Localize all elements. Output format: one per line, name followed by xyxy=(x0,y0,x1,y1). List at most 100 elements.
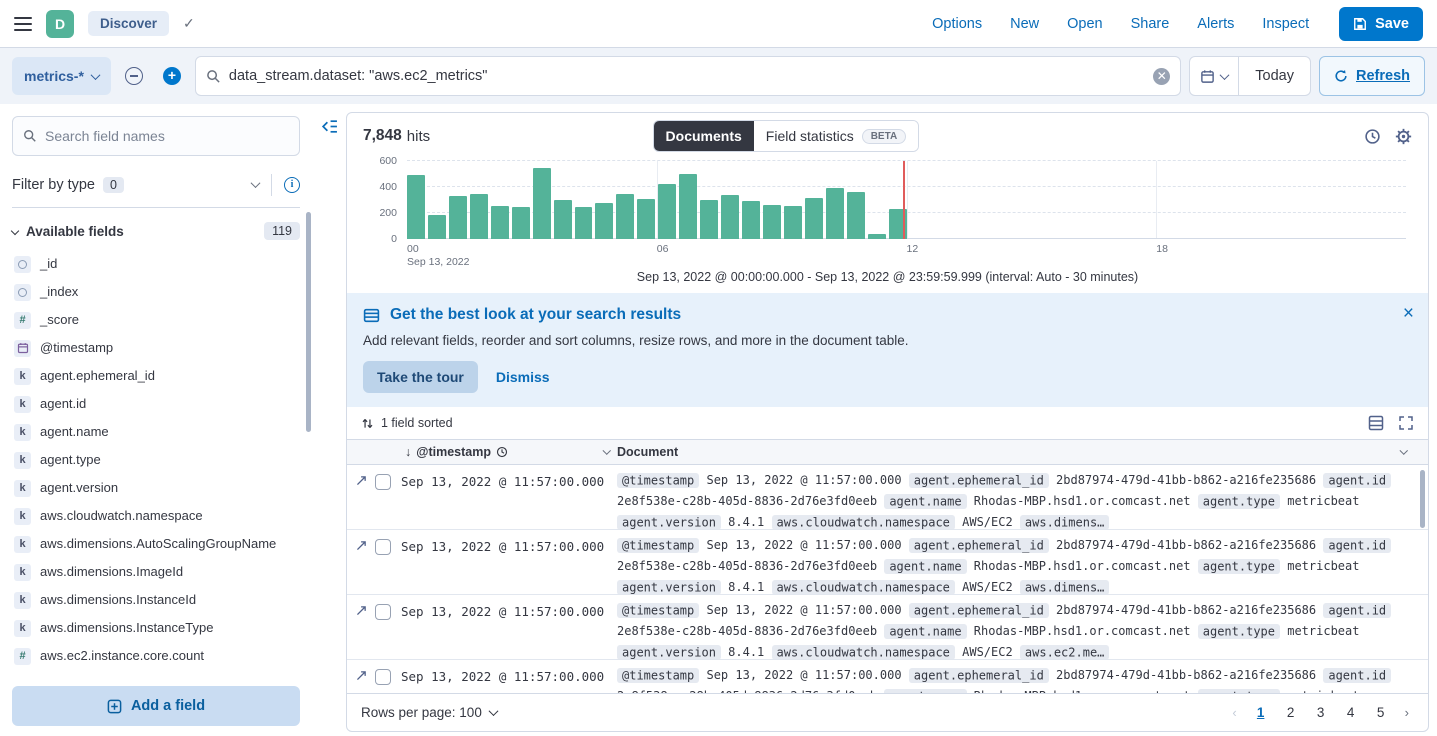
histogram-bar[interactable] xyxy=(762,204,781,239)
breadcrumb[interactable]: Discover xyxy=(88,11,170,36)
save-button[interactable]: Save xyxy=(1339,6,1423,41)
expand-row-icon[interactable] xyxy=(355,669,368,682)
histogram-bar[interactable] xyxy=(867,233,886,239)
menu-icon[interactable] xyxy=(14,16,32,31)
field-list-item[interactable]: @timestamp xyxy=(12,334,300,362)
row-checkbox[interactable] xyxy=(375,669,391,685)
nav-link-share[interactable]: Share xyxy=(1130,15,1170,32)
histogram-bar[interactable] xyxy=(742,201,760,239)
nav-link-alerts[interactable]: Alerts xyxy=(1197,15,1235,32)
chevron-down-icon[interactable] xyxy=(602,446,611,455)
expand-row-icon[interactable] xyxy=(355,539,368,552)
add-filter-button[interactable]: + xyxy=(157,61,187,91)
field-list-item[interactable]: _index xyxy=(12,278,300,306)
refresh-icon xyxy=(1335,70,1347,82)
field-list-item[interactable]: k agent.ephemeral_id xyxy=(12,362,300,390)
field-list-item[interactable]: k agent.id xyxy=(12,390,300,418)
field-list-item[interactable]: _id xyxy=(12,250,300,278)
row-checkbox[interactable] xyxy=(375,539,391,555)
fullscreen-icon[interactable] xyxy=(1398,415,1414,431)
saved-query-menu-button[interactable] xyxy=(119,61,149,91)
histogram-bar[interactable] xyxy=(804,198,823,239)
histogram-bar[interactable] xyxy=(448,196,467,239)
page-button-5[interactable]: 5 xyxy=(1368,700,1394,726)
tab-documents[interactable]: Documents xyxy=(653,121,754,151)
histogram-bar[interactable] xyxy=(427,214,446,239)
field-search-input[interactable] xyxy=(45,128,289,144)
close-icon[interactable]: × xyxy=(1402,303,1414,324)
space-avatar[interactable]: D xyxy=(46,9,74,38)
expand-row-icon[interactable] xyxy=(355,604,368,617)
nav-link-open[interactable]: Open xyxy=(1067,15,1103,32)
histogram-bar[interactable] xyxy=(595,202,614,239)
tab-field-statistics[interactable]: Field statistics BETA xyxy=(753,121,919,151)
histogram-bar[interactable] xyxy=(490,205,509,239)
calendar-dropdown[interactable] xyxy=(1190,57,1240,95)
collapse-sidebar-icon[interactable] xyxy=(321,118,338,135)
take-tour-button[interactable]: Take the tour xyxy=(363,361,478,393)
nav-link-options[interactable]: Options xyxy=(932,15,983,32)
field-list-item[interactable]: k agent.type xyxy=(12,446,300,474)
histogram-bar[interactable] xyxy=(825,188,844,239)
clear-query-icon[interactable]: ✕ xyxy=(1153,67,1171,85)
histogram-bar[interactable] xyxy=(616,194,635,239)
histogram-bar[interactable] xyxy=(574,207,593,239)
sorted-fields-label[interactable]: 1 field sorted xyxy=(381,416,453,430)
histogram-bar[interactable] xyxy=(532,167,551,239)
histogram-bar[interactable] xyxy=(888,209,907,239)
y-axis: 0 200 400 600 xyxy=(363,155,403,245)
field-list-item[interactable]: # aws.ec2.instance.core.count xyxy=(12,642,300,670)
nav-link-inspect[interactable]: Inspect xyxy=(1262,15,1310,32)
expand-row-icon[interactable] xyxy=(355,474,368,487)
field-list-item[interactable]: k agent.name xyxy=(12,418,300,446)
x-tick-label: 06 xyxy=(656,243,669,255)
header-document-column[interactable]: Document xyxy=(613,445,1410,459)
date-range-label[interactable]: Today xyxy=(1255,68,1294,84)
field-list-item[interactable]: k aws.dimensions.AutoScalingGroupName xyxy=(12,530,300,558)
histogram-bar[interactable] xyxy=(700,200,719,239)
refresh-button[interactable]: Refresh xyxy=(1319,56,1425,96)
field-list-item[interactable]: k aws.cloudwatch.namespace xyxy=(12,502,300,530)
page-button-4[interactable]: 4 xyxy=(1338,700,1364,726)
gear-icon[interactable] xyxy=(1395,128,1412,145)
add-field-button[interactable]: Add a field xyxy=(12,686,300,726)
histogram-bar[interactable] xyxy=(637,198,656,239)
field-list-item[interactable]: k aws.dimensions.InstanceId xyxy=(12,586,300,614)
next-page-icon[interactable]: › xyxy=(1400,705,1414,720)
header-timestamp-column[interactable]: ↓ @timestamp xyxy=(401,445,613,459)
histogram-bar[interactable] xyxy=(679,174,698,239)
row-checkbox[interactable] xyxy=(375,604,391,620)
sidebar-scrollbar[interactable] xyxy=(306,212,311,432)
field-list-item[interactable]: # _score xyxy=(12,306,300,334)
query-input[interactable] xyxy=(228,68,1146,84)
histogram-bar[interactable] xyxy=(469,193,488,239)
chevron-down-icon[interactable] xyxy=(1399,446,1408,455)
tab-documents-label: Documents xyxy=(665,128,742,144)
row-checkbox[interactable] xyxy=(375,474,391,490)
histogram-bar[interactable] xyxy=(721,194,739,239)
filter-by-type[interactable]: Filter by type 0 i xyxy=(12,162,300,208)
histogram-bar[interactable] xyxy=(846,191,865,239)
field-list-item[interactable]: k agent.version xyxy=(12,474,300,502)
dismiss-button[interactable]: Dismiss xyxy=(495,369,550,385)
page-button-2[interactable]: 2 xyxy=(1278,700,1304,726)
histogram-bar[interactable] xyxy=(407,175,425,239)
info-icon[interactable]: i xyxy=(284,176,300,193)
field-list-item[interactable]: k aws.dimensions.ImageId xyxy=(12,558,300,586)
nav-link-new[interactable]: New xyxy=(1010,15,1040,32)
histogram-bar[interactable] xyxy=(553,200,572,239)
display-options-icon[interactable] xyxy=(1368,415,1384,431)
table-scrollbar[interactable] xyxy=(1420,470,1425,528)
data-view-picker[interactable]: metrics-* xyxy=(12,57,111,95)
histogram-bar[interactable] xyxy=(511,207,530,239)
page-button-1[interactable]: 1 xyxy=(1248,700,1274,726)
previous-page-icon[interactable]: ‹ xyxy=(1227,705,1241,720)
rows-per-page[interactable]: Rows per page: 100 xyxy=(361,705,499,720)
histogram-bar[interactable] xyxy=(783,205,802,239)
available-fields-header[interactable]: Available fields 119 xyxy=(10,222,300,240)
histogram-bar[interactable] xyxy=(658,183,677,239)
history-icon[interactable] xyxy=(1364,128,1381,145)
sort-icon[interactable] xyxy=(361,417,374,430)
field-list-item[interactable]: k aws.dimensions.InstanceType xyxy=(12,614,300,642)
page-button-3[interactable]: 3 xyxy=(1308,700,1334,726)
